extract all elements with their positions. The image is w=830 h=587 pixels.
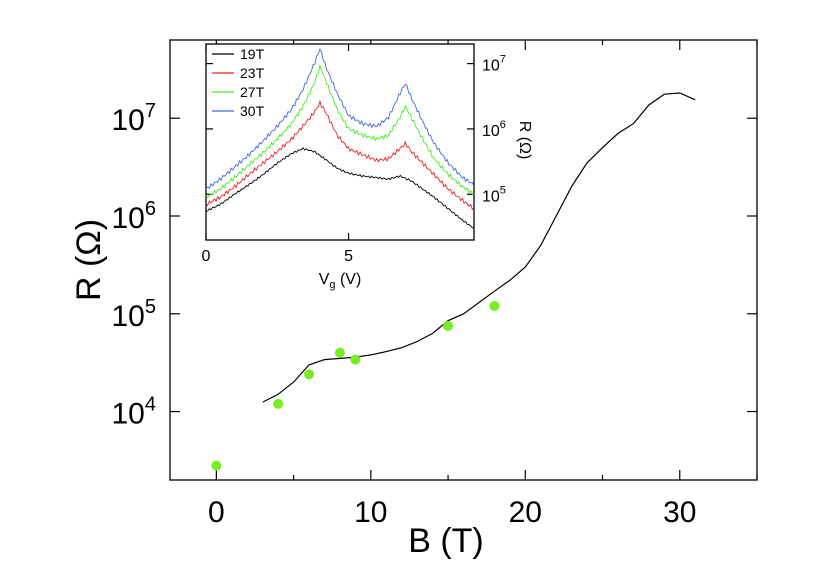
main-data-point [273,398,284,409]
inset-legend: 19T 23T 27T 30T [212,46,265,119]
main-data-point [304,369,315,380]
inset-x-tick-label: 5 [344,248,353,265]
main-y-tick-label: 107 [112,100,157,137]
main-y-tick-label: 104 [112,394,157,431]
inset-ticks: 0 5 105 106 107 [202,44,506,265]
main-data-point [443,320,454,331]
inset-series [205,48,475,229]
main-series-line [262,92,696,403]
main-ticks: 0 10 20 30 104 105 106 107 [112,40,758,529]
main-x-tick-label: 30 [663,496,696,529]
legend-label-30T: 30T [240,103,265,119]
inset-background [206,44,474,240]
inset-y-tick-label: 107 [482,54,506,75]
inset-y-axis-label: R (Ω) [516,121,533,160]
legend-label-23T: 23T [240,65,265,81]
inset-series-line-27T [205,63,475,199]
inset-series-line-23T [205,99,475,211]
legend-label-19T: 19T [240,46,265,62]
main-data-point [489,301,500,312]
main-data-point [334,347,345,358]
main-y-tick-label: 106 [112,198,157,235]
main-data-point [350,354,361,365]
main-y-axis-label: R (Ω) [70,219,108,301]
legend-label-27T: 27T [240,84,265,100]
main-plot-frame [169,39,758,481]
main-series [211,92,696,471]
main-x-tick-label: 0 [208,496,225,529]
inset-series-line-30T [205,48,475,190]
main-x-tick-label: 10 [354,496,387,529]
inset-x-tick-label: 0 [202,248,211,265]
inset-y-tick-label: 106 [482,119,506,140]
inset-x-axis-label: Vg (V) [319,271,362,291]
main-data-point [211,460,222,471]
inset-series-line-19T [205,147,475,229]
main-y-tick-label: 105 [112,296,157,333]
main-x-tick-label: 20 [509,496,542,529]
inset-plot-frame [205,43,475,241]
main-x-axis-label: B (T) [408,522,484,560]
inset-y-tick-label: 105 [482,184,506,205]
